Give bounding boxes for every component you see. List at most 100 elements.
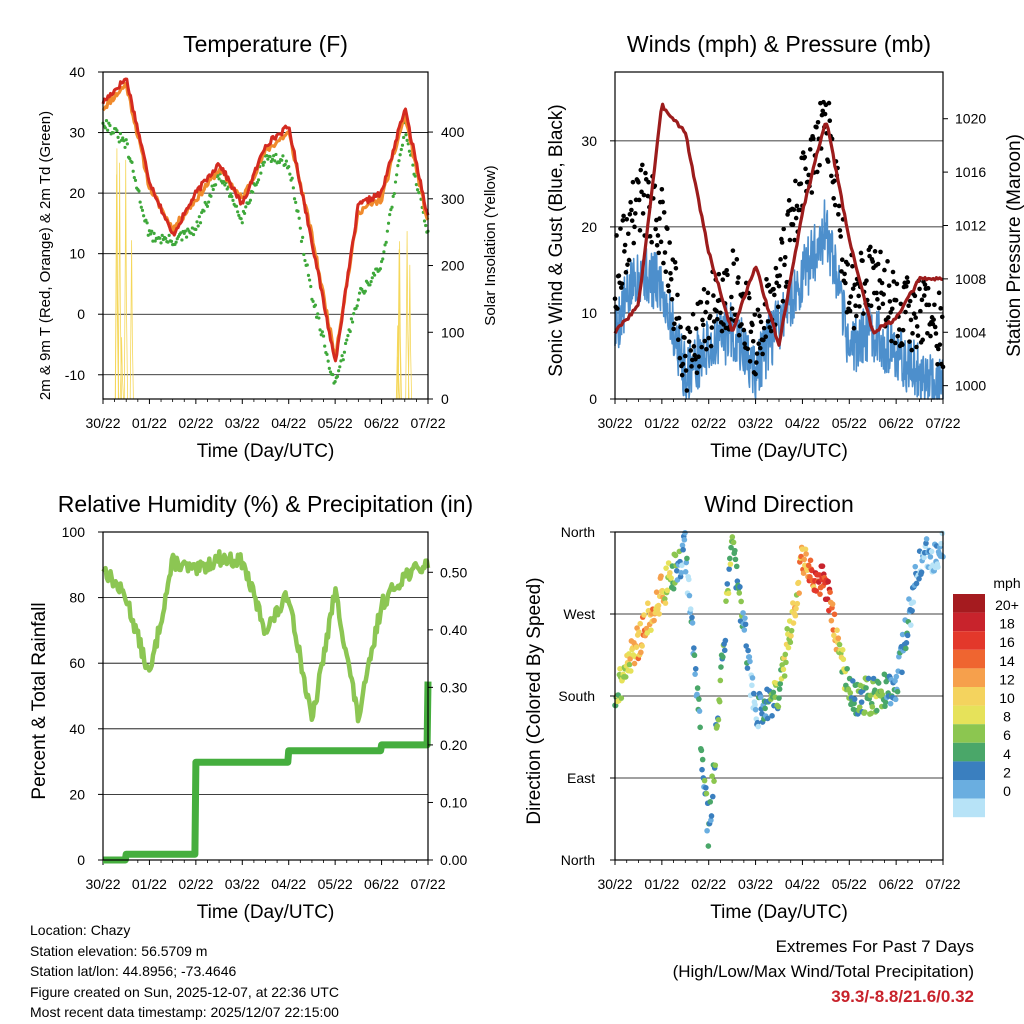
gust-point xyxy=(798,181,804,186)
winds-y2tick-label: 1008 xyxy=(955,271,986,287)
humidity-ytick-label: 40 xyxy=(69,721,85,737)
dewpoint-point xyxy=(306,273,311,278)
wind-direction-point xyxy=(762,705,768,712)
temperature-xtick-label: 04/22 xyxy=(271,415,306,431)
gust-point xyxy=(716,271,722,277)
wind-direction-point xyxy=(870,675,877,682)
gust-point xyxy=(760,351,765,357)
dewpoint-point xyxy=(277,160,282,165)
gust-point xyxy=(696,354,701,360)
wind-direction-xtick-label: 30/22 xyxy=(597,876,632,892)
wind-direction-point xyxy=(918,569,925,576)
wind-direction-point xyxy=(692,671,698,677)
wind-direction-point xyxy=(935,564,941,570)
wind-direction-point xyxy=(709,793,716,800)
speed-legend-swatch xyxy=(953,705,985,725)
wind-direction-point xyxy=(819,563,826,569)
gust-point xyxy=(887,299,893,304)
gust-point xyxy=(711,293,716,298)
dewpoint-point xyxy=(164,236,168,241)
dewpoint-point xyxy=(169,239,174,244)
gust-point xyxy=(719,328,725,334)
gust-point xyxy=(708,343,714,349)
dewpoint-point xyxy=(132,176,136,180)
gust-point xyxy=(935,361,940,367)
wind-direction-point xyxy=(923,536,930,542)
gust-point xyxy=(848,294,854,299)
gust-point xyxy=(677,355,683,361)
gust-point xyxy=(900,342,905,348)
dewpoint-point xyxy=(108,123,112,128)
humidity-xtick-label: 04/22 xyxy=(271,876,306,892)
gust-point xyxy=(764,277,769,282)
gust-point xyxy=(918,308,923,314)
speed-legend-swatch xyxy=(953,687,985,706)
elevation-text: Station elevation: 56.5709 m xyxy=(30,942,208,959)
winds-y2tick-label: 1012 xyxy=(955,217,986,233)
dewpoint-point xyxy=(137,189,141,193)
winds-y2tick-label: 1004 xyxy=(955,324,986,340)
wind-direction-point xyxy=(742,615,748,621)
winds-xlabel: Time (Day/UTC) xyxy=(710,441,848,462)
humidity-y2tick-label: 0.40 xyxy=(440,622,467,638)
wind-direction-ytick-label: North xyxy=(561,852,595,868)
wind-direction-point xyxy=(668,575,674,581)
wind-direction-point xyxy=(717,677,724,684)
wind-direction-point xyxy=(683,559,690,566)
gust-point xyxy=(872,249,878,254)
gust-point xyxy=(757,345,763,351)
gust-point xyxy=(779,240,785,245)
solar-insolation-line xyxy=(395,356,400,400)
wind-direction-point xyxy=(697,724,703,731)
wind-direction-point xyxy=(716,698,723,705)
gust-point xyxy=(903,284,909,289)
dewpoint-point xyxy=(231,198,235,202)
wind-direction-point xyxy=(902,645,909,652)
solar-insolation-line xyxy=(397,241,402,400)
dewpoint-point xyxy=(223,183,227,187)
dewpoint-point xyxy=(287,165,291,169)
gust-point xyxy=(895,333,901,339)
gust-point xyxy=(707,313,713,319)
wind-direction-point xyxy=(752,702,758,708)
gust-point xyxy=(756,341,761,347)
dewpoint-point xyxy=(386,221,391,225)
gust-point xyxy=(783,284,789,289)
humidity-y2tick-label: 0.10 xyxy=(440,794,467,810)
dewpoint-point xyxy=(305,263,309,267)
solar-insolation-line xyxy=(123,159,128,400)
wind-direction-point xyxy=(638,649,644,656)
speed-legend-label: 12 xyxy=(999,671,1015,687)
dewpoint-point xyxy=(308,278,312,282)
dewpoint-point xyxy=(323,344,327,348)
wind-direction-point xyxy=(636,629,642,635)
speed-legend-swatch xyxy=(953,761,985,780)
wind-direction-xtick-label: 01/22 xyxy=(644,876,679,892)
gust-point xyxy=(868,244,873,250)
gust-point xyxy=(880,301,886,307)
gust-point xyxy=(831,196,836,201)
gust-point xyxy=(629,207,634,213)
temperature-xtick-label: 02/22 xyxy=(178,415,213,431)
dewpoint-point xyxy=(342,350,347,354)
wind-direction-point xyxy=(699,766,705,773)
gust-point xyxy=(697,364,702,369)
dewpoint-point xyxy=(184,235,189,239)
wind-direction-point xyxy=(747,658,753,665)
winds-ytick-label: 20 xyxy=(581,219,597,235)
wind-direction-point xyxy=(899,669,905,676)
dewpoint-point xyxy=(337,369,341,373)
wind-direction-point xyxy=(829,601,836,607)
dewpoint-point xyxy=(384,240,388,244)
dewpoint-series xyxy=(101,119,430,385)
dewpoint-point xyxy=(369,279,373,284)
wind-direction-point xyxy=(873,707,880,714)
dewpoint-point xyxy=(301,235,305,239)
dewpoint-point xyxy=(341,358,345,362)
gust-point xyxy=(659,186,665,192)
gust-point xyxy=(639,189,644,195)
gust-point xyxy=(718,310,723,316)
gust-point xyxy=(641,192,647,198)
dewpoint-point xyxy=(121,136,125,140)
winds-xtick-label: 06/22 xyxy=(879,415,914,431)
